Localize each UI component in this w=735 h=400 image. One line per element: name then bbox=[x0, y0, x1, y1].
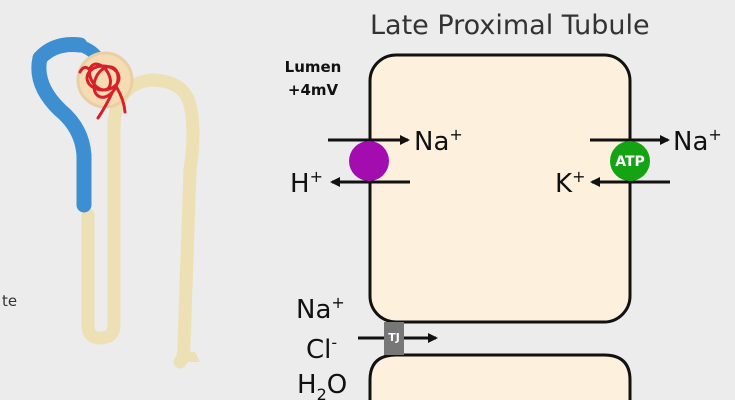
ion-label-na-apical: Na+ bbox=[414, 125, 463, 157]
tubule-cell-upper bbox=[368, 53, 632, 324]
ion-label-cl: Cl- bbox=[306, 333, 337, 365]
atp-label: ATP bbox=[615, 154, 645, 170]
loop-of-henle bbox=[81, 73, 200, 369]
ion-label-k: K+ bbox=[555, 167, 585, 199]
tight-junction bbox=[384, 322, 404, 355]
tubule-cell-lower bbox=[368, 353, 632, 400]
diagram-title: Late Proximal Tubule bbox=[370, 10, 650, 41]
cropped-side-label: te bbox=[2, 292, 18, 310]
tight-junction-label: TJ bbox=[388, 331, 400, 344]
na-k-atpase bbox=[610, 141, 650, 181]
distal-convoluted-tubule bbox=[31, 37, 92, 213]
nephron-illustration bbox=[31, 37, 200, 369]
ion-label-na-basolateral: Na+ bbox=[673, 125, 722, 157]
lumen-voltage-label: +4mV bbox=[288, 81, 339, 99]
ion-label-na-paracellular: Na+ bbox=[296, 293, 345, 325]
ion-label-h: H+ bbox=[290, 167, 323, 199]
lumen-label: Lumen bbox=[285, 58, 342, 76]
na-h-exchanger bbox=[349, 141, 389, 181]
collecting-duct-tip bbox=[174, 352, 200, 362]
glomerulus bbox=[78, 62, 127, 120]
ion-label-h2o: H2O bbox=[297, 370, 347, 400]
